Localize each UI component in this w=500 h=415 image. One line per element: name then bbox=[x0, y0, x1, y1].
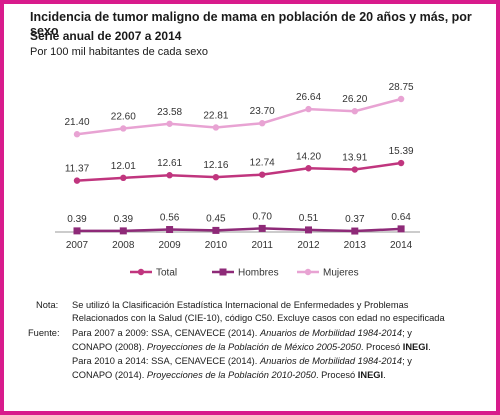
point-mujeres bbox=[351, 108, 358, 115]
fuente-line-1: Para 2007 a 2009: SSA, CENAVECE (2014). … bbox=[72, 326, 412, 340]
point-mujeres bbox=[397, 95, 405, 103]
fuente-text: ; y bbox=[402, 356, 412, 366]
legend-marker-total bbox=[137, 268, 145, 276]
fuente-line-2: CONAPO (2008). Proyecciones de la Poblac… bbox=[72, 340, 431, 354]
series-line-hombres bbox=[77, 227, 402, 233]
point-hombres bbox=[73, 227, 81, 235]
fuente-label: Fuente: bbox=[28, 328, 60, 338]
fuente-text: . Procesó bbox=[315, 370, 358, 380]
x-tick-label: 2013 bbox=[344, 240, 367, 251]
legend-label-mujeres: Mujeres bbox=[323, 268, 359, 279]
fuente-publication: Anuarios de Morbilidad 1984-2014 bbox=[259, 328, 403, 338]
legend-marker-mujeres bbox=[304, 268, 312, 276]
point-hombres bbox=[258, 224, 266, 232]
point-total bbox=[120, 174, 127, 182]
data-label-hombres: 0.37 bbox=[345, 214, 365, 225]
data-label-mujeres: 23.58 bbox=[157, 107, 182, 118]
data-label-total: 12.61 bbox=[157, 158, 182, 169]
fuente-inegi: INEGI bbox=[402, 342, 429, 352]
point-hombres bbox=[166, 226, 174, 234]
x-tick-label: 2008 bbox=[112, 240, 135, 251]
point-hombres bbox=[397, 225, 405, 233]
data-label-total: 15.39 bbox=[389, 146, 414, 157]
x-tick-label: 2009 bbox=[158, 240, 181, 251]
legend-label-hombres: Hombres bbox=[238, 268, 279, 279]
fuente-text: ; y bbox=[402, 328, 412, 338]
point-total bbox=[212, 173, 220, 181]
fuente-text: Para 2007 a 2009: SSA, CENAVECE (2014). bbox=[72, 328, 260, 338]
fuente-line-3: Para 2010 a 2014: SSA, CENAVECE (2014). … bbox=[72, 354, 412, 368]
fuente-publication: Anuarios de Morbilidad 1984-2014 bbox=[259, 356, 403, 366]
data-label-hombres: 0.64 bbox=[391, 212, 411, 223]
data-label-mujeres: 26.20 bbox=[342, 94, 367, 105]
point-hombres bbox=[305, 226, 312, 234]
point-hombres bbox=[351, 227, 359, 235]
nota-line-1: Se utilizó la Clasificación Estadística … bbox=[72, 300, 409, 310]
data-label-total: 14.20 bbox=[296, 151, 321, 162]
fuente-text: . bbox=[428, 342, 431, 352]
legend-label-total: Total bbox=[156, 268, 177, 279]
point-total bbox=[351, 166, 358, 173]
data-label-total: 12.74 bbox=[250, 158, 275, 169]
x-tick-label: 2012 bbox=[297, 240, 320, 251]
data-label-hombres: 0.39 bbox=[114, 214, 134, 225]
fuente-text: CONAPO (2014). bbox=[72, 370, 147, 380]
x-tick-label: 2007 bbox=[66, 240, 89, 251]
x-tick-label: 2014 bbox=[390, 240, 413, 251]
point-mujeres bbox=[166, 120, 173, 127]
legend-marker-hombres bbox=[219, 268, 227, 276]
nota-label: Nota: bbox=[36, 300, 59, 310]
series-line-total bbox=[76, 161, 402, 182]
line-chart: 2007 2008 2009 2010 2011 2012 2013 2014 21.40 22.… bbox=[55, 82, 420, 279]
data-label-mujeres: 22.81 bbox=[203, 110, 228, 121]
point-mujeres bbox=[73, 131, 81, 138]
point-total bbox=[305, 165, 312, 172]
data-label-total: 12.16 bbox=[203, 160, 228, 171]
series-line-mujeres bbox=[76, 97, 402, 136]
fuente-text: . Procesó bbox=[360, 342, 403, 352]
nota-line-2: Relacionados con la Salud (CIE-10), códi… bbox=[72, 313, 445, 323]
data-label-mujeres: 21.40 bbox=[64, 117, 89, 128]
data-label-hombres: 0.51 bbox=[299, 213, 319, 224]
data-label-total: 13.91 bbox=[342, 153, 367, 164]
data-label-total: 12.01 bbox=[111, 161, 136, 172]
fuente-line-4: CONAPO (2014). Proyecciones de la Poblac… bbox=[72, 368, 386, 382]
data-label-total: 11.37 bbox=[65, 164, 90, 175]
data-label-hombres: 0.45 bbox=[206, 213, 226, 224]
chart-subtitle: Serie anual de 2007 a 2014 bbox=[30, 29, 182, 43]
point-total bbox=[397, 159, 405, 167]
chart-title: Incidencia de tumor maligno de mama en p… bbox=[30, 10, 472, 38]
fuente-text: Para 2010 a 2014: SSA, CENAVECE (2014). bbox=[72, 356, 260, 366]
fuente-publication: Proyecciones de la Población de México 2… bbox=[146, 342, 361, 352]
point-hombres bbox=[212, 226, 220, 234]
point-hombres bbox=[119, 227, 127, 235]
data-label-mujeres: 22.60 bbox=[111, 111, 136, 122]
point-total bbox=[166, 172, 173, 179]
point-mujeres bbox=[259, 120, 266, 127]
point-mujeres bbox=[212, 124, 220, 131]
data-label-mujeres: 26.64 bbox=[296, 92, 321, 103]
point-mujeres bbox=[305, 105, 312, 113]
fuente-text: CONAPO (2008). bbox=[72, 342, 147, 352]
fuente-inegi: INEGI bbox=[357, 370, 384, 380]
point-total bbox=[73, 177, 81, 184]
x-tick-label: 2010 bbox=[205, 240, 228, 251]
data-label-hombres: 0.56 bbox=[160, 213, 180, 224]
fuente-text: . bbox=[383, 370, 386, 380]
fuente-publication: Proyecciones de la Población 2010-2050 bbox=[146, 370, 316, 380]
data-label-mujeres: 23.70 bbox=[250, 106, 275, 117]
point-mujeres bbox=[120, 125, 127, 132]
data-label-hombres: 0.39 bbox=[67, 214, 87, 225]
point-total bbox=[259, 171, 266, 178]
data-label-mujeres: 28.75 bbox=[389, 82, 414, 93]
chart-units: Por 100 mil habitantes de cada sexo bbox=[30, 46, 208, 58]
x-tick-label: 2011 bbox=[251, 240, 273, 251]
data-label-hombres: 0.70 bbox=[252, 211, 272, 222]
